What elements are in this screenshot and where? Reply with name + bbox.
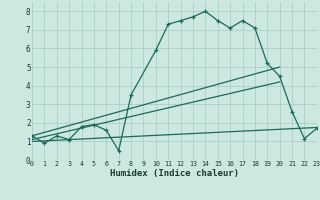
X-axis label: Humidex (Indice chaleur): Humidex (Indice chaleur) xyxy=(110,169,239,178)
